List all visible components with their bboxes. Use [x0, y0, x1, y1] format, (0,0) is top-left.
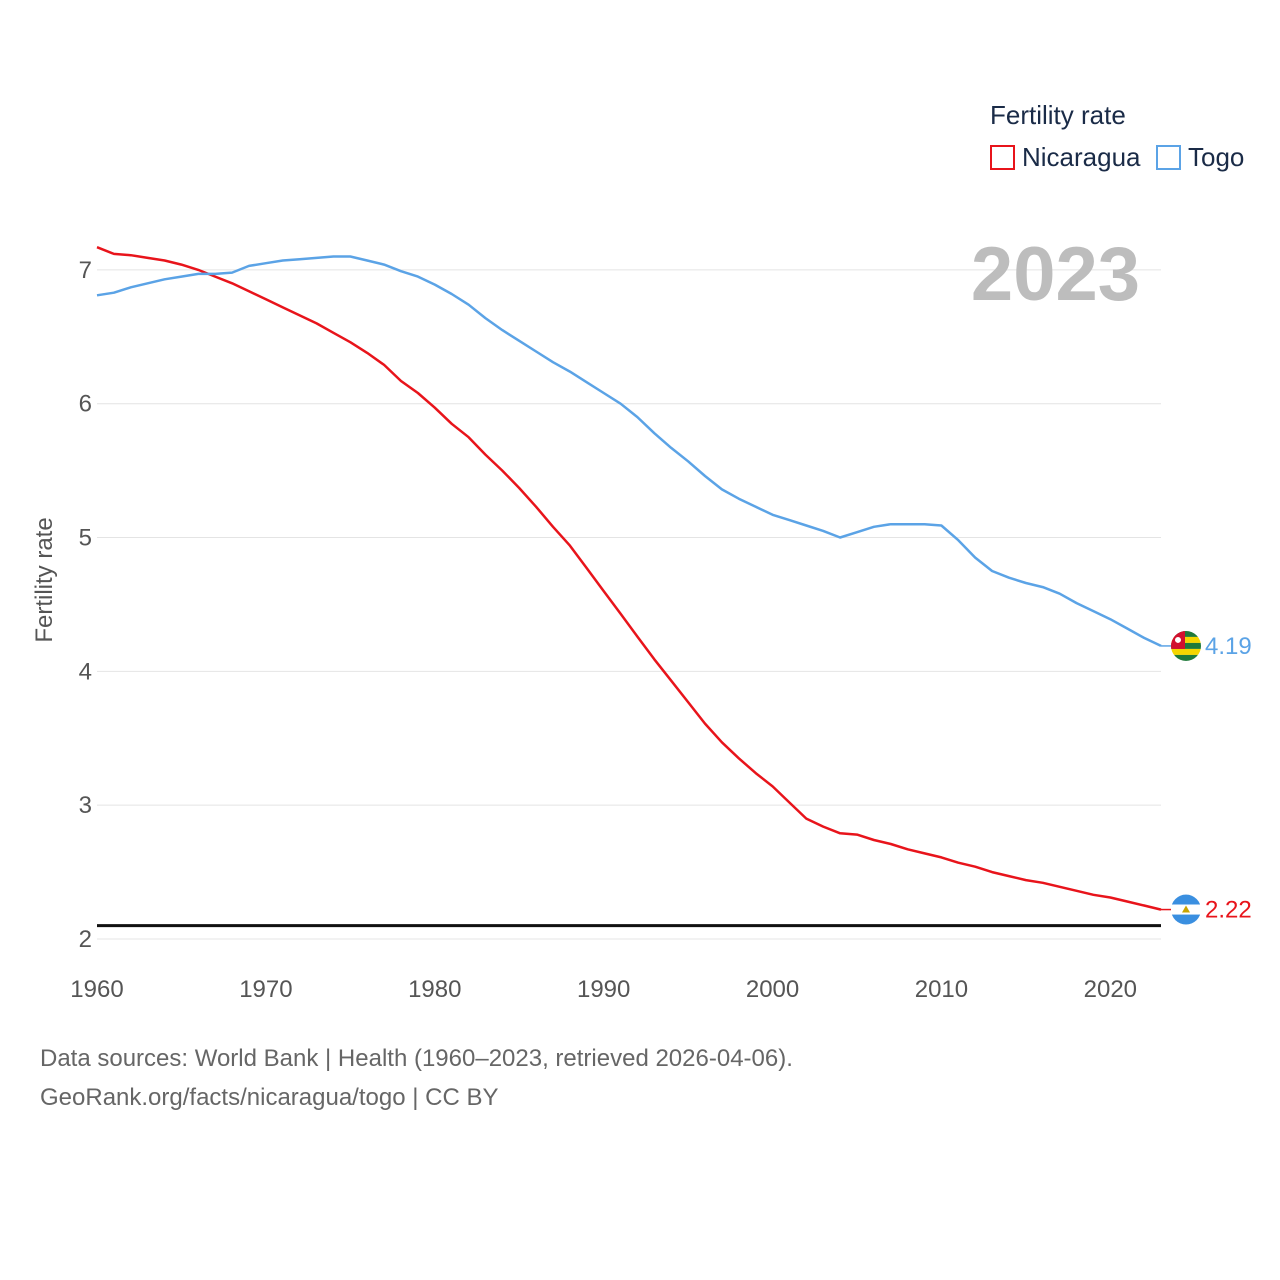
legend-title: Fertility rate [990, 100, 1126, 130]
y-tick-label-6: 6 [79, 391, 92, 418]
series-line-nicaragua [96, 246, 1162, 911]
x-axis-ticks: 1960 1970 1980 1990 2000 2010 2020 [70, 976, 1137, 1003]
y-tick-label-7: 7 [79, 257, 92, 284]
series-lines [96, 246, 1162, 911]
flag-stripe-top [1171, 894, 1201, 905]
x-tick-label-1990: 1990 [577, 976, 630, 1003]
y-tick-label-5: 5 [79, 525, 92, 552]
flag-stripe-2 [1171, 642, 1201, 649]
x-tick-label-1960: 1960 [70, 976, 123, 1003]
flag-stripe-1 [1171, 636, 1201, 643]
flag-stripe-4 [1171, 654, 1201, 661]
x-tick-label-2010: 2010 [915, 976, 968, 1003]
nicaragua-flag-icon [1171, 894, 1201, 925]
footer-credit[interactable]: GeoRank.org/facts/nicaragua/togo | CC BY [40, 1084, 499, 1111]
x-tick-label-2000: 2000 [746, 976, 799, 1003]
flag-star [1175, 636, 1181, 643]
legend-label-togo[interactable]: Togo [1188, 142, 1244, 172]
x-tick-label-2020: 2020 [1084, 976, 1137, 1003]
x-tick-label-1980: 1980 [408, 976, 461, 1003]
flag-body-nicaragua [1171, 894, 1201, 925]
flag-stripe-0 [1171, 630, 1201, 637]
current-year-label: 2023 [971, 232, 1140, 317]
flag-stripe-bottom [1171, 914, 1201, 925]
end-value-label-nicaragua: 2.22 [1205, 897, 1252, 924]
legend-swatch-nicaragua[interactable] [990, 145, 1015, 170]
series-end-markers: 2.22 4.19 [1161, 630, 1252, 925]
legend-label-nicaragua[interactable]: Nicaragua [1022, 142, 1141, 172]
gridlines [97, 269, 1161, 940]
x-tick-label-1970: 1970 [239, 976, 292, 1003]
legend: Fertility rate Nicaragua Togo [990, 100, 1244, 172]
y-tick-label-2: 2 [79, 926, 92, 953]
y-axis-title: Fertility rate [31, 517, 58, 642]
y-tick-label-4: 4 [79, 658, 92, 685]
flag-emblem [1182, 905, 1190, 913]
togo-flag-icon [1171, 630, 1201, 661]
flag-stripe-3 [1171, 648, 1201, 655]
series-line-togo [96, 255, 1162, 648]
flag-body-togo [1171, 630, 1201, 661]
y-tick-label-3: 3 [79, 792, 92, 819]
footer-source: Data sources: World Bank | Health (1960–… [40, 1045, 793, 1072]
legend-swatch-togo[interactable] [1156, 145, 1181, 170]
end-value-label-togo: 4.19 [1205, 633, 1252, 660]
y-axis-ticks: 2 3 4 5 6 7 [79, 257, 92, 953]
